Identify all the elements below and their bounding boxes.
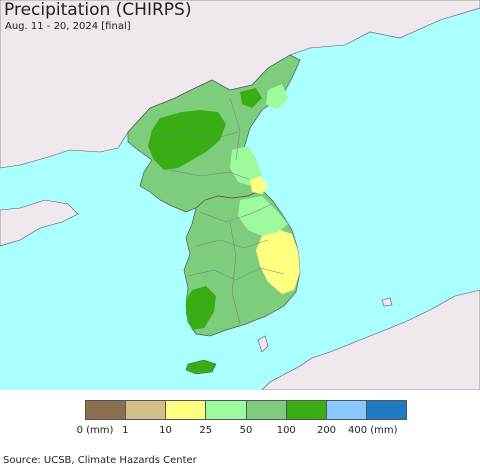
map-title: Precipitation (CHIRPS) <box>4 0 192 20</box>
province-boundaries <box>151 97 285 325</box>
legend-tick-label: 25 <box>199 425 213 436</box>
legend-swatch-4 <box>246 401 287 419</box>
legend-swatch-3 <box>206 401 247 419</box>
japan-tsushima <box>257 335 269 353</box>
japan-kyushu-honshu <box>261 289 480 390</box>
sk-heavy-rain-southwest <box>186 286 216 330</box>
legend-tick-label: 400 (mm) <box>347 425 398 436</box>
legend-tick-label: 1 <box>122 425 129 436</box>
nk-heavy-rain-zone <box>148 110 226 170</box>
map-subtitle: Aug. 11 - 20, 2024 [final] <box>5 21 131 32</box>
source-credit: Source: UCSB, Climate Hazards Center <box>3 455 197 466</box>
legend-color-bar <box>85 400 407 420</box>
legend-tick-label: 50 <box>239 425 253 436</box>
legend-swatch-7 <box>366 401 406 419</box>
legend-tick-label: 10 <box>159 425 172 436</box>
nk-north-heavy-rain <box>240 88 262 108</box>
legend-tick-label: 100 <box>276 425 296 436</box>
nk-light-green-east <box>230 146 262 186</box>
nk-light-green-north <box>266 84 288 110</box>
shandong-peninsula <box>0 199 79 247</box>
sk-yellow-east <box>256 230 300 294</box>
map-canvas <box>0 0 480 390</box>
sk-light-green-band <box>238 196 288 236</box>
jeju-island <box>185 359 217 375</box>
japan-oki <box>381 297 393 307</box>
legend-swatch-5 <box>286 401 327 419</box>
legend-swatch-6 <box>326 401 367 419</box>
precipitation-map: Precipitation (CHIRPS) Aug. 11 - 20, 202… <box>0 0 480 390</box>
sk-yellow-northeast <box>250 176 268 194</box>
legend-swatch-0 <box>86 401 127 419</box>
legend-tick-label: 0 (mm) <box>76 425 114 436</box>
legend-swatch-1 <box>126 401 167 419</box>
legend-swatch-2 <box>166 401 207 419</box>
legend-tick-label: 200 <box>316 425 337 436</box>
